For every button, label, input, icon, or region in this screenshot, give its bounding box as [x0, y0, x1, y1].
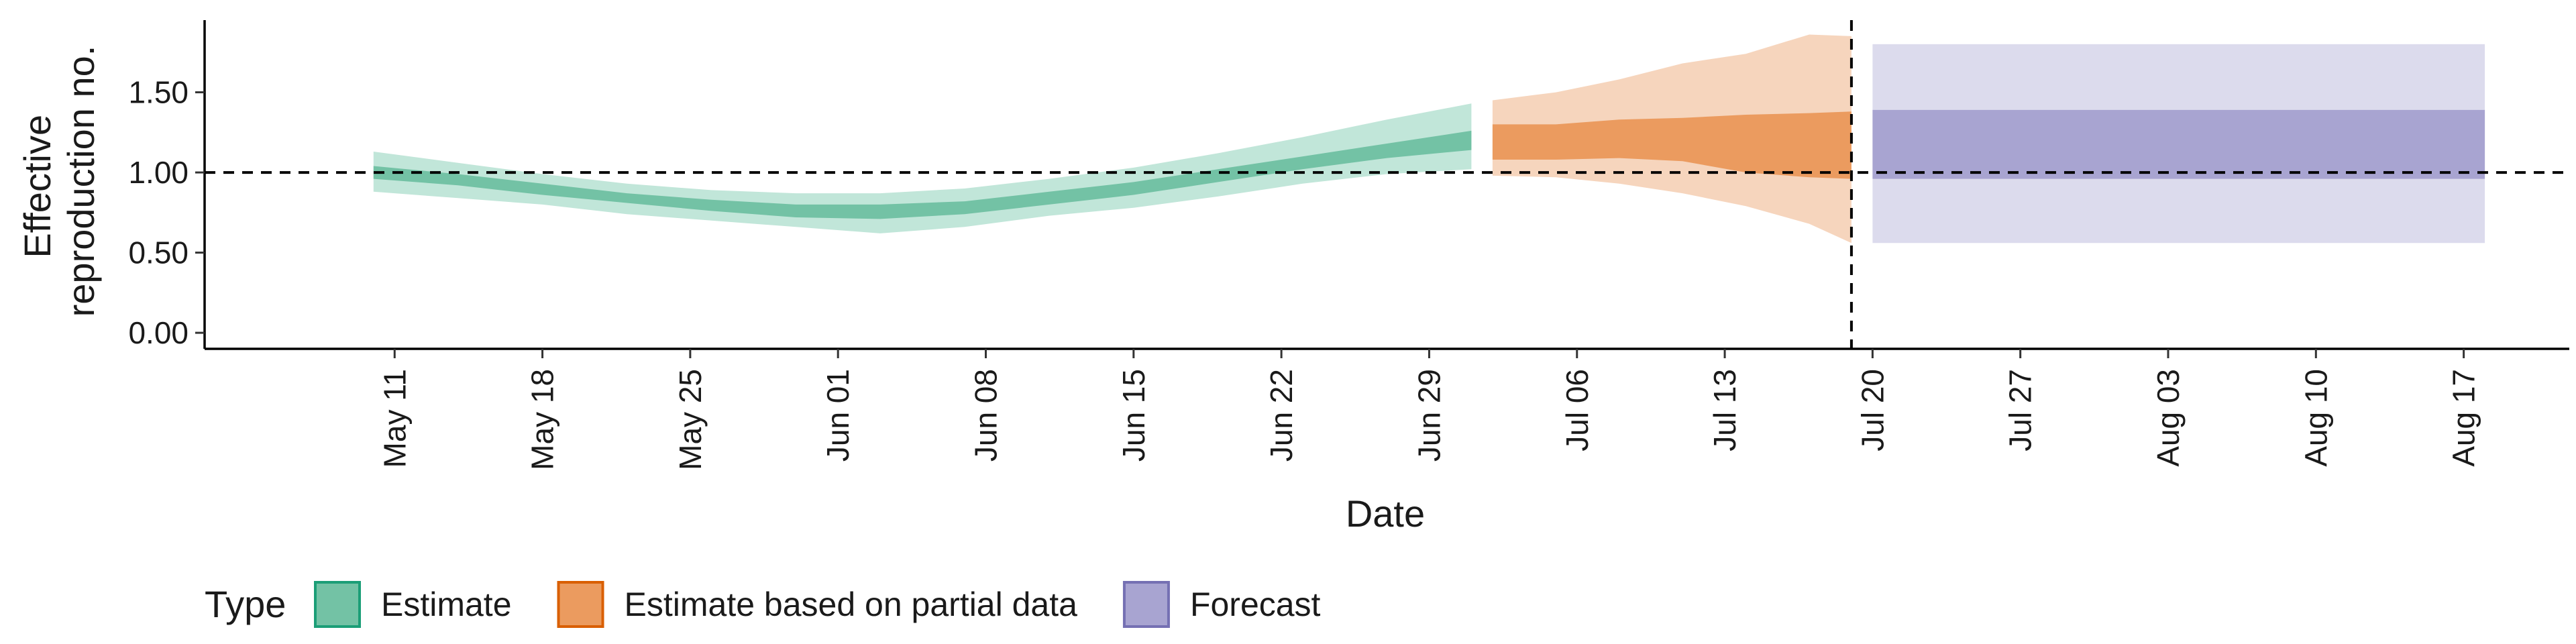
x-tick-label: May 11 [377, 369, 412, 468]
axes: 0.00 0.50 1.00 1.50 May 11 May 18 May 25 Jun 01… [128, 20, 2569, 470]
y-tick-label: 0.50 [128, 235, 189, 270]
x-axis-label: Date [1346, 492, 1425, 535]
x-tick-label: Aug 03 [2151, 369, 2186, 467]
x-tick-label: Jun 22 [1264, 369, 1299, 462]
x-tick-label: Jul 27 [2003, 369, 2038, 451]
legend: Type Estimate Estimate based on partial da… [205, 581, 1321, 628]
y-axis-label: Effective reproduction no. [16, 46, 102, 317]
estimate-based-on-partial-data-band-50 [1492, 111, 1851, 179]
y-tick-label: 1.50 [128, 75, 189, 110]
legend-swatch [314, 581, 361, 628]
x-tick-label: Jun 29 [1411, 369, 1446, 462]
x-tick-label: May 25 [673, 369, 708, 470]
x-tick-label: Jul 20 [1855, 369, 1890, 451]
legend-title: Type [205, 583, 286, 625]
x-tick-label: Jun 01 [820, 369, 855, 462]
legend-label: Estimate based on partial data [625, 586, 1078, 623]
forecast-band-50 [1872, 109, 2485, 179]
legend-label: Estimate [381, 586, 512, 623]
x-tick-label: Aug 17 [2447, 369, 2481, 467]
legend-swatch [1122, 581, 1170, 628]
x-tick-label: Jul 06 [1560, 369, 1595, 451]
bands-layer [373, 34, 2485, 244]
x-tick-label: Jun 08 [969, 369, 1004, 462]
x-tick-label: Aug 10 [2298, 369, 2333, 467]
y-axis-label-line-1: Effective [16, 115, 58, 258]
estimate-band-50 [373, 130, 1472, 219]
x-tick-label: Jun 15 [1116, 369, 1151, 462]
x-tick-label: Jul 13 [1707, 369, 1742, 451]
legend-swatch [557, 581, 604, 628]
legend-label: Forecast [1190, 586, 1321, 623]
y-tick-label: 1.00 [128, 155, 189, 190]
y-axis-label-line-2: reproduction no. [60, 46, 102, 317]
y-tick-label: 0.00 [128, 315, 189, 350]
x-tick-label: May 18 [525, 369, 560, 470]
